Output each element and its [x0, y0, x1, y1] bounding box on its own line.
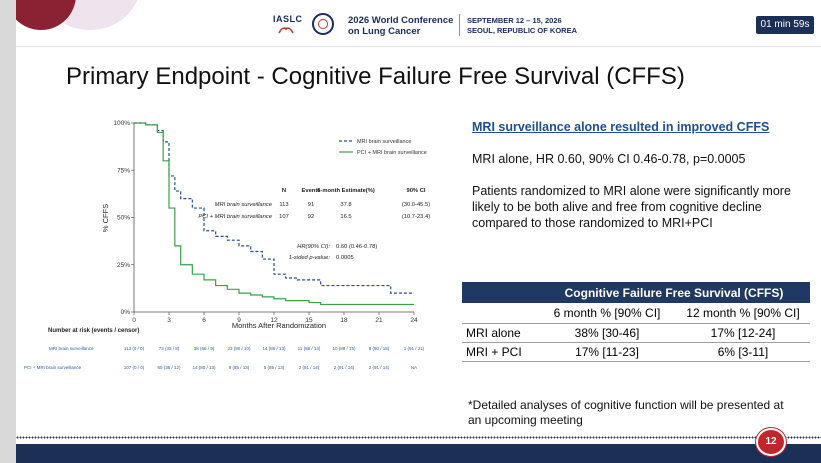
- findings-hr-line: MRI alone, HR 0.60, 90% CI 0.46-0.78, p=…: [472, 152, 746, 166]
- conference-date-line: SEPTEMBER 12 – 15, 2026: [467, 16, 562, 25]
- x-tick-label: 18: [340, 317, 348, 324]
- y-tick-label: 100%: [113, 120, 130, 127]
- x-tick-label: 0: [132, 317, 136, 324]
- risk-value: 8 (90 / 15): [369, 346, 390, 351]
- stats-row-label: PCI + MRI brain surveillance: [198, 214, 272, 220]
- hr-label: HR(90% CI):: [297, 244, 330, 250]
- cffs-table-header: Cognitive Failure Free Survival (CFFS): [538, 282, 810, 303]
- y-tick-label: 75%: [117, 167, 130, 174]
- timer-badge: 01 min 59s: [756, 16, 814, 34]
- risk-table-title: Number at risk (events / censor): [48, 328, 139, 334]
- x-tick-label: 6: [202, 317, 206, 324]
- cffs-col-6-month: 6 month % [90% CI]: [538, 303, 676, 324]
- row-value-6-month: 38% [30-46]: [538, 323, 676, 343]
- x-axis-label: Months After Randomization: [232, 321, 326, 330]
- stats-value: (30.0-45.5): [402, 202, 430, 208]
- stats-value: 113: [279, 202, 288, 208]
- risk-value: 2 (91 / 14): [369, 365, 390, 370]
- stats-value: (10.7-23.4): [402, 214, 430, 220]
- table-row: MRI alone 38% [30-46] 17% [12-24]: [462, 323, 810, 343]
- cffs-table-corner: [462, 282, 538, 303]
- x-tick-label: 15: [305, 317, 313, 324]
- p-value: 0.0005: [336, 255, 354, 261]
- header-band: IASLC 2026 World Conference on Lung Canc…: [16, 0, 821, 46]
- y-tick-label: 0%: [121, 309, 131, 316]
- findings-headline: MRI surveillance alone resulted in impro…: [472, 120, 770, 134]
- header-divider-line: [16, 46, 821, 47]
- cffs-col-12-month: 12 month % [90% CI]: [676, 303, 810, 324]
- risk-value: 2 (91 / 14): [299, 365, 320, 370]
- conference-title-line-2: on Lung Cancer: [348, 26, 421, 37]
- conference-location-line: SEOUL, REPUBLIC OF KOREA: [467, 26, 578, 35]
- decorative-image-corner: [16, 0, 76, 30]
- stats-value: 107: [279, 214, 289, 220]
- row-value-12-month: 17% [12-24]: [676, 323, 810, 343]
- page-number-badge: 12: [756, 428, 786, 456]
- km-chart: 0% 25% 50% 75% 100% 0 3 6 9 12 15 18 21 24 Months Afte…: [24, 120, 430, 370]
- cffs-table: Cognitive Failure Free Survival (CFFS) 6…: [462, 282, 810, 362]
- conference-title: 2026 World Conference on Lung Cancer: [348, 15, 453, 37]
- risk-value: 72 (33 / 8): [159, 346, 180, 351]
- risk-value: 14 (80 / 13): [192, 365, 216, 370]
- risk-value: 5 (89 / 13): [264, 365, 285, 370]
- stats-value: 37.8: [340, 202, 351, 208]
- stats-col-header: N: [282, 188, 286, 194]
- risk-value: 107 (0 / 0): [124, 365, 145, 370]
- y-tick-label: 50%: [117, 215, 130, 222]
- table-row: MRI + PCI 17% [11-23] 6% [3-11]: [462, 342, 810, 362]
- risk-value: 14 (86 / 13): [262, 346, 286, 351]
- risk-value: 1 (91 / 21): [404, 346, 425, 351]
- x-tick-label: 21: [375, 317, 383, 324]
- risk-row-label: MRI brain surveillance: [49, 346, 94, 351]
- row-label: MRI alone: [462, 323, 538, 343]
- stats-value: 91: [308, 202, 314, 208]
- stats-col-header: 90% CI: [406, 188, 425, 194]
- footnote: *Detailed analyses of cognitive function…: [468, 398, 784, 427]
- risk-value: 9 (85 / 13): [229, 365, 250, 370]
- risk-value: 10 (88 / 15): [332, 346, 356, 351]
- legend-entry: PCI + MRI brain surveillance: [357, 150, 427, 156]
- iaslc-logo-text: IASLC: [273, 14, 303, 24]
- slide: IASLC 2026 World Conference on Lung Canc…: [16, 0, 821, 463]
- x-tick-label: 3: [167, 317, 171, 324]
- risk-value: 113 (0 / 0): [124, 346, 145, 351]
- series-line-pci: [134, 122, 414, 306]
- y-tick-label: 25%: [117, 262, 130, 269]
- p-label: 1-sided p-value:: [289, 255, 331, 261]
- conference-dates: SEPTEMBER 12 – 15, 2026 SEOUL, REPUBLIC …: [467, 16, 577, 36]
- risk-value: 11 (88 / 14): [298, 346, 321, 351]
- header-divider: [459, 14, 460, 36]
- iaslc-logo-icon: [278, 27, 294, 34]
- stats-col-header: 6-month Estimate(%): [317, 188, 375, 194]
- footer-bar: [16, 444, 821, 463]
- stats-value: 92: [308, 214, 314, 220]
- row-value-12-month: 6% [3-11]: [676, 342, 810, 362]
- footer-dotted-line: [16, 436, 821, 439]
- risk-value: 60 (35 / 12): [157, 365, 181, 370]
- risk-value: 2 (91 / 14): [334, 365, 355, 370]
- stats-value: 16.5: [340, 214, 351, 220]
- y-axis-label: % CFFS: [101, 204, 110, 232]
- row-value-6-month: 17% [11-23]: [538, 342, 676, 362]
- stats-col-header: Events: [301, 188, 320, 194]
- x-tick-label: 12: [270, 317, 278, 324]
- conference-title-line-1: 2026 World Conference: [348, 15, 454, 26]
- x-tick-label: 9: [237, 317, 241, 324]
- series-line-mri: [134, 122, 414, 294]
- risk-value: NA: [411, 365, 417, 370]
- slide-title: Primary Endpoint - Cognitive Failure Fre…: [66, 63, 685, 90]
- legend-entry: MRI brain surveillance: [357, 139, 411, 145]
- row-label: MRI + PCI: [462, 342, 538, 362]
- risk-value: 23 (80 / 10): [227, 346, 251, 351]
- findings-paragraph: Patients randomized to MRI alone were si…: [472, 184, 791, 230]
- cffs-table-blank-sub: [462, 303, 538, 324]
- x-tick-label: 24: [410, 317, 418, 324]
- hr-value: 0.60 (0.46-0.78): [336, 244, 377, 250]
- stats-row-label: MRI brain surveillance: [215, 202, 273, 208]
- conference-seal-icon: [312, 13, 334, 35]
- risk-row-label: PCI + MRI brain surveillance: [24, 365, 82, 370]
- risk-value: 38 (66 / 9): [194, 346, 215, 351]
